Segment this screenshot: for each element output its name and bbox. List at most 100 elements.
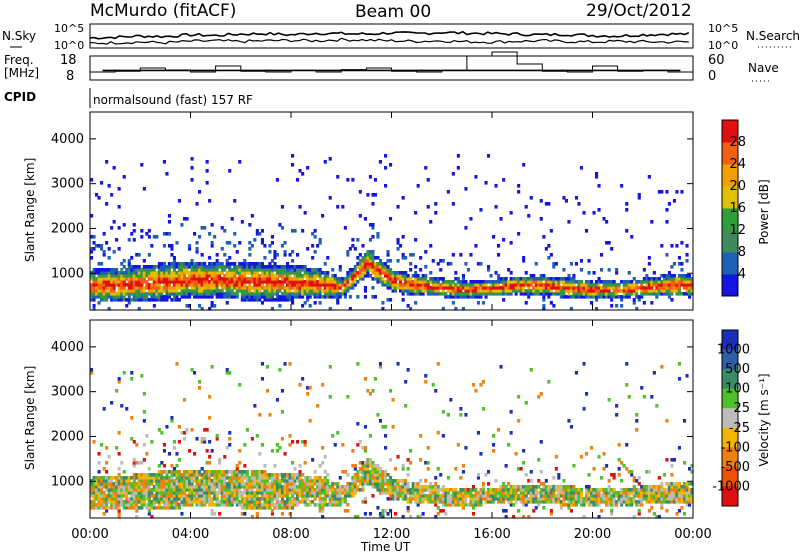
range-gate-cell xyxy=(497,488,501,492)
range-gate-cell xyxy=(635,488,639,492)
range-gate-cell xyxy=(193,470,197,474)
range-gate-cell xyxy=(333,488,337,492)
range-gate-cell xyxy=(441,410,445,414)
range-gate-cell xyxy=(507,494,511,498)
range-gate-cell xyxy=(660,506,664,510)
range-gate-cell xyxy=(293,503,297,507)
range-gate-cell xyxy=(343,295,347,299)
range-gate-cell xyxy=(577,500,581,504)
range-gate-cell xyxy=(198,274,202,278)
range-gate-cell xyxy=(409,262,413,266)
range-gate-cell xyxy=(140,295,144,299)
range-gate-cell xyxy=(245,494,249,498)
range-gate-cell xyxy=(200,500,204,504)
range-gate-cell xyxy=(127,295,131,299)
range-gate-cell xyxy=(343,226,347,230)
range-gate-cell xyxy=(647,292,651,296)
range-gate-cell xyxy=(125,485,129,489)
range-gate-cell xyxy=(391,494,395,498)
range-gate-cell xyxy=(592,271,596,275)
range-gate-cell xyxy=(162,479,166,483)
range-gate-cell xyxy=(489,488,493,492)
range-gate-cell xyxy=(554,485,558,489)
range-gate-cell xyxy=(394,479,398,483)
range-gate-cell xyxy=(102,503,106,507)
range-gate-cell xyxy=(142,280,146,284)
range-gate-cell xyxy=(401,482,405,486)
range-gate-cell xyxy=(278,503,282,507)
range-gate-cell xyxy=(620,304,624,308)
range-gate-cell xyxy=(690,500,694,504)
range-gate-cell xyxy=(331,283,335,287)
range-gate-cell xyxy=(479,292,483,296)
range-gate-cell xyxy=(240,497,244,501)
range-gate-cell xyxy=(293,482,297,486)
range-gate-cell xyxy=(313,488,317,492)
range-gate-cell xyxy=(306,298,310,302)
range-gate-cell xyxy=(203,289,207,293)
range-gate-cell xyxy=(112,271,116,275)
range-gate-cell xyxy=(670,244,674,248)
range-gate-cell xyxy=(356,485,360,489)
range-gate-cell xyxy=(240,283,244,287)
range-gate-cell xyxy=(404,491,408,495)
range-gate-cell xyxy=(384,491,388,495)
range-gate-cell xyxy=(293,265,297,269)
range-gate-cell xyxy=(602,295,606,299)
range-gate-cell xyxy=(218,512,222,516)
range-gate-cell xyxy=(301,497,305,501)
range-gate-cell xyxy=(640,292,644,296)
range-gate-cell xyxy=(283,482,287,486)
range-gate-cell xyxy=(650,500,654,504)
range-gate-cell xyxy=(291,473,295,477)
range-gate-cell xyxy=(569,488,573,492)
colorbar-swatch xyxy=(722,252,738,275)
range-gate-cell xyxy=(394,491,398,495)
range-gate-cell xyxy=(115,238,119,242)
range-gate-cell xyxy=(509,289,513,293)
range-gate-cell xyxy=(559,289,563,293)
range-gate-cell xyxy=(421,277,425,281)
range-gate-cell xyxy=(185,473,189,477)
range-gate-cell xyxy=(137,479,141,483)
range-gate-cell xyxy=(419,280,423,284)
range-gate-cell xyxy=(135,482,139,486)
range-gate-cell xyxy=(255,500,259,504)
range-gate-cell xyxy=(152,277,156,281)
range-gate-cell xyxy=(331,289,335,293)
range-gate-cell xyxy=(308,289,312,293)
range-gate-cell xyxy=(200,494,204,498)
range-gate-cell xyxy=(107,247,111,251)
range-gate-cell xyxy=(389,280,393,284)
range-gate-cell xyxy=(245,286,249,290)
range-gate-cell xyxy=(622,497,626,501)
range-gate-cell xyxy=(225,301,229,305)
range-gate-cell xyxy=(150,479,154,483)
range-gate-cell xyxy=(376,262,380,266)
range-gate-cell xyxy=(361,488,365,492)
range-gate-cell xyxy=(301,274,305,278)
range-gate-cell xyxy=(630,280,634,284)
range-gate-cell xyxy=(130,377,134,381)
range-gate-cell xyxy=(677,377,681,381)
range-gate-cell xyxy=(389,494,393,498)
range-gate-cell xyxy=(378,467,382,471)
range-gate-cell xyxy=(170,488,174,492)
range-gate-cell xyxy=(517,280,521,284)
range-gate-cell xyxy=(107,256,111,260)
range-gate-cell xyxy=(338,476,342,480)
range-gate-cell xyxy=(579,166,583,170)
range-gate-cell xyxy=(263,464,267,468)
range-gate-cell xyxy=(489,274,493,278)
range-gate-cell xyxy=(366,467,370,471)
range-gate-cell xyxy=(527,497,531,501)
range-gate-cell xyxy=(595,307,599,311)
range-gate-cell xyxy=(215,265,219,269)
range-gate-cell xyxy=(376,506,380,510)
range-gate-cell xyxy=(311,482,315,486)
range-gate-cell xyxy=(547,491,551,495)
range-gate-cell xyxy=(296,295,300,299)
range-gate-cell xyxy=(95,494,99,498)
range-gate-cell xyxy=(361,485,365,489)
range-gate-cell xyxy=(273,292,277,296)
